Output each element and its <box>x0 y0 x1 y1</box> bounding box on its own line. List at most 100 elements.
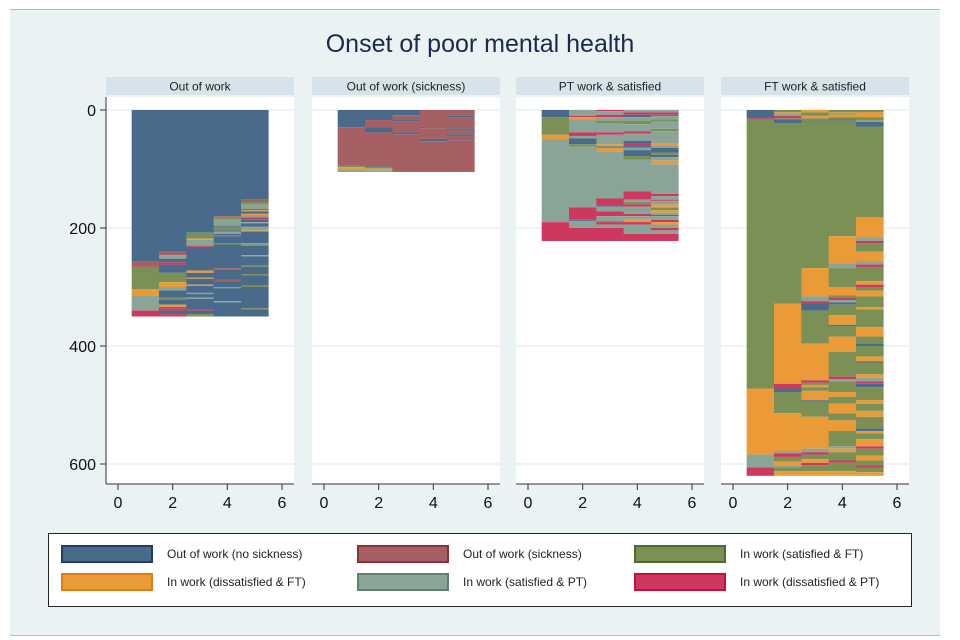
sequence-segment <box>856 460 884 466</box>
sequence-segment <box>623 222 652 225</box>
legend-swatch <box>61 573 153 591</box>
legend-item: In work (dissatisfied & PT) <box>634 572 879 592</box>
sequence-segment <box>828 302 857 305</box>
sequence-segment <box>856 296 884 308</box>
sequence-segment <box>213 287 242 289</box>
sequence-segment <box>651 119 679 122</box>
sequence-segment <box>801 382 829 385</box>
sequence-segment <box>774 413 802 452</box>
sequence-segment <box>213 230 242 232</box>
sequence-segment <box>186 238 214 240</box>
sequence-segment <box>447 129 475 135</box>
x-tick-label: 6 <box>278 495 287 512</box>
sequence-segment <box>159 310 187 315</box>
sequence-segment <box>213 217 242 220</box>
sequence-segment <box>337 165 366 168</box>
sequence-segment <box>651 210 679 213</box>
sequence-segment <box>651 112 679 115</box>
sequence-segment <box>828 413 857 421</box>
legend-item: In work (dissatisfied & FT) <box>61 572 306 592</box>
y-tick-label: 400 <box>69 339 96 356</box>
sequence-segment <box>651 206 679 208</box>
sequence-segment <box>365 165 393 167</box>
sequence-segment <box>213 268 242 270</box>
sequence-segment <box>651 230 679 234</box>
sequence-segment <box>241 274 269 276</box>
sequence-segment <box>419 110 448 128</box>
sequence-segment <box>623 204 652 207</box>
sequence-segment <box>774 471 802 476</box>
sequence-segment <box>651 222 679 225</box>
sequence-segment <box>365 120 393 128</box>
sequence-segment <box>596 145 624 147</box>
sequence-segment <box>856 410 884 417</box>
sequence-segment <box>801 462 829 466</box>
sequence-segment <box>746 119 775 389</box>
sequence-segment <box>596 117 624 121</box>
sequence-segment <box>241 219 269 223</box>
sequence-segment <box>856 430 884 434</box>
sequence-segment <box>746 388 775 455</box>
sequence-segment <box>856 284 884 287</box>
sequence-segment <box>392 110 420 116</box>
sequence-segment <box>447 140 475 142</box>
sequence-segment <box>651 193 679 197</box>
sequence-segment <box>241 222 269 224</box>
sequence-segment <box>623 147 652 151</box>
sequence-segment <box>651 160 679 165</box>
sequence-segment <box>651 215 679 217</box>
sequence-segment <box>241 309 269 317</box>
sequence-segment <box>856 117 884 121</box>
sequence-segment <box>856 243 884 252</box>
sequence-segment <box>856 374 884 378</box>
sequence-segment <box>213 288 242 302</box>
sequence-segment <box>801 400 829 402</box>
panel-header-bg <box>721 77 909 95</box>
sequence-segment <box>131 110 160 262</box>
sequence-segment <box>828 263 857 269</box>
sequence-segment <box>623 156 652 160</box>
sequence-segment <box>541 139 570 223</box>
x-tick-label: 0 <box>729 495 738 512</box>
sequence-segment <box>828 452 857 461</box>
sequence-segment <box>241 230 269 232</box>
sequence-segment <box>131 266 160 290</box>
sequence-segment <box>623 140 652 144</box>
sequence-segment <box>241 244 269 246</box>
legend: Out of work (no sickness) Out of work (si… <box>48 533 912 607</box>
sequence-segment <box>828 325 857 337</box>
sequence-segment <box>856 217 884 238</box>
sequence-segment <box>856 121 884 127</box>
sequence-segment <box>623 233 652 241</box>
sequence-segment <box>651 212 679 216</box>
sequence-segment <box>213 231 242 234</box>
sequence-segment <box>159 308 187 311</box>
sequence-segment <box>186 309 214 311</box>
sequence-segment <box>623 143 652 146</box>
sequence-segment <box>828 446 857 449</box>
sequence-segment <box>856 448 884 456</box>
sequence-segment <box>365 170 393 172</box>
sequence-segment <box>774 122 802 304</box>
sequence-segment <box>159 110 187 252</box>
sequence-segment <box>828 113 857 115</box>
sequence-segment <box>651 128 679 132</box>
sequence-segment <box>569 132 597 136</box>
sequence-segment <box>596 228 624 241</box>
sequence-segment <box>365 110 393 121</box>
sequence-segment <box>856 327 884 337</box>
sequence-segment <box>447 134 475 136</box>
sequence-segment <box>419 138 448 142</box>
sequence-segment <box>159 251 187 256</box>
sequence-segment <box>856 251 884 262</box>
sequence-segment <box>856 439 884 447</box>
sequence-segment <box>596 205 624 207</box>
sequence-segment <box>774 113 802 116</box>
sequence-segment <box>365 127 393 133</box>
sequence-segment <box>651 228 679 231</box>
sequence-segment <box>623 213 652 217</box>
legend-item: In work (satisfied & FT) <box>634 544 863 564</box>
sequence-segment <box>828 336 857 352</box>
sequence-segment <box>131 295 160 311</box>
